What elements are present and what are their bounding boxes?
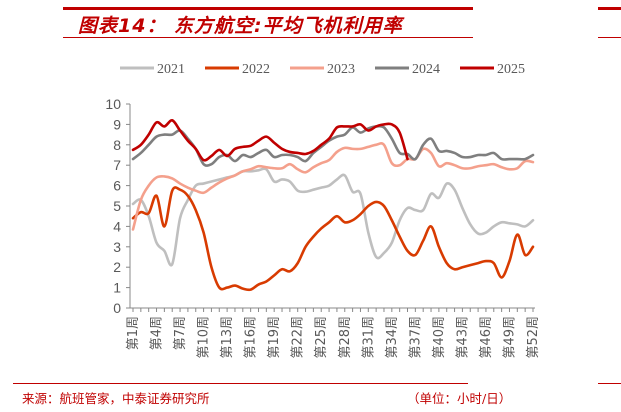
x-tick-label: 第10周	[197, 316, 212, 359]
legend-label-2022: 2022	[242, 62, 270, 77]
x-tick-label: 第16周	[244, 316, 259, 359]
y-tick-label: 9	[113, 116, 121, 132]
x-tick-label: 第7周	[173, 316, 188, 350]
legend-label-2021: 2021	[157, 62, 185, 77]
x-tick-label: 第37周	[408, 316, 423, 359]
source-note: 来源：航班管家，中泰证券研究所	[22, 391, 210, 406]
unit-note: （单位：小时/日）	[407, 391, 512, 406]
series-line-2023	[131, 142, 535, 231]
x-tick-label: 第49周	[502, 316, 517, 359]
y-tick-label: 5	[113, 198, 121, 214]
y-tick-label: 6	[113, 178, 121, 194]
x-tick-label: 第34周	[385, 316, 400, 359]
y-tick-label: 3	[113, 239, 121, 255]
x-tick-label: 第31周	[361, 316, 376, 359]
title-underline	[63, 37, 473, 38]
x-tick-label: 第13周	[220, 316, 235, 359]
legend-label-2024: 2024	[412, 62, 440, 77]
legend: 2021 2022 2023 2024 2025	[120, 62, 525, 77]
x-tick-label: 第28周	[338, 316, 353, 359]
adjacent-panel-bar	[598, 7, 621, 10]
title-top-bar	[63, 7, 473, 10]
y-tick-label: 1	[113, 280, 121, 296]
footer-line	[13, 383, 468, 384]
x-tick-label: 第19周	[267, 316, 282, 359]
series-line-2021	[131, 167, 535, 267]
x-tick-label: 第40周	[432, 316, 447, 359]
x-tick-label: 第43周	[455, 316, 470, 359]
x-tick-label: 第46周	[479, 316, 494, 359]
series-line-2025	[131, 119, 409, 162]
y-tick-label: 0	[113, 300, 121, 316]
chart-title: 图表14： 东方航空:平均飞机利用率	[78, 15, 403, 37]
x-tick-label: 第25周	[314, 316, 329, 359]
y-tick-label: 7	[113, 157, 121, 173]
y-tick-label: 8	[113, 137, 121, 153]
x-tick-label: 第22周	[291, 316, 306, 359]
y-tick-label: 2	[113, 259, 121, 275]
adjacent-footer-line	[598, 383, 621, 384]
x-tick-label: 第52周	[526, 316, 541, 359]
axes: 0 1 2 3 4 5 6 7 8 9 10 第1周 第4周 第7周 第10周 第13周 第16周 第19周 第22…	[105, 96, 541, 359]
y-tick-label: 4	[113, 218, 121, 234]
x-tick-label: 第4周	[150, 316, 165, 350]
legend-label-2023: 2023	[327, 62, 355, 77]
series-lines	[131, 119, 535, 292]
adjacent-panel-underline	[598, 37, 621, 38]
series-line-2022	[131, 186, 535, 292]
y-tick-label: 10	[105, 96, 121, 112]
legend-label-2025: 2025	[497, 62, 525, 77]
x-tick-label: 第1周	[126, 316, 141, 350]
